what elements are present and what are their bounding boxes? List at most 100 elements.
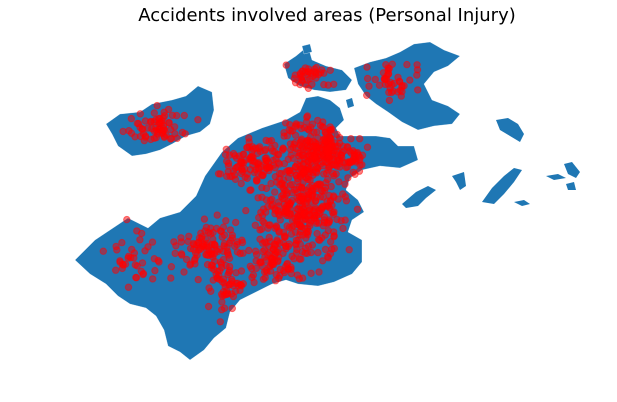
accident-point <box>219 275 228 283</box>
accident-point <box>165 118 173 127</box>
accident-point <box>167 134 175 143</box>
accident-point <box>181 130 189 138</box>
accident-point <box>317 144 325 153</box>
accident-point <box>217 290 226 298</box>
accident-point <box>280 200 288 208</box>
accident-point <box>216 267 224 275</box>
accident-point <box>341 180 349 188</box>
accident-point <box>259 239 267 247</box>
island-8 <box>566 182 576 190</box>
accident-point <box>250 278 258 287</box>
accident-point <box>298 184 306 193</box>
accident-point <box>125 127 133 135</box>
accident-point <box>249 145 258 153</box>
accident-point <box>304 188 313 196</box>
accident-point <box>339 224 347 233</box>
accident-point <box>287 145 295 154</box>
accident-point <box>112 266 120 274</box>
accident-point <box>123 215 131 224</box>
accident-point <box>240 164 249 173</box>
accident-point <box>268 255 276 263</box>
accident-point <box>304 125 312 133</box>
accident-point <box>321 245 330 254</box>
accident-point <box>133 262 141 270</box>
accident-point <box>302 199 311 207</box>
accident-point <box>198 233 206 241</box>
accident-point <box>262 145 270 154</box>
accident-point <box>167 274 175 282</box>
accident-point <box>279 145 288 153</box>
accident-point <box>265 233 273 242</box>
accident-point <box>119 261 128 269</box>
accident-point <box>338 158 347 166</box>
accident-point <box>258 183 266 192</box>
accident-point <box>164 105 173 114</box>
accident-point <box>371 75 379 84</box>
island-5 <box>514 200 530 206</box>
accident-point <box>168 111 177 120</box>
accident-point <box>180 268 188 276</box>
accident-point <box>327 134 335 143</box>
accident-point <box>216 170 225 178</box>
accident-point <box>265 137 273 145</box>
accident-point <box>296 141 304 150</box>
accident-point <box>277 208 286 216</box>
accident-point <box>363 143 372 151</box>
accident-point <box>272 271 280 279</box>
accident-point <box>308 241 317 249</box>
accident-point <box>171 249 179 258</box>
island-3 <box>452 172 466 190</box>
accident-point <box>156 114 164 123</box>
accident-point <box>180 111 189 120</box>
accident-point <box>171 130 179 138</box>
accident-point <box>251 221 260 230</box>
accident-point <box>209 276 217 284</box>
accident-point <box>124 283 133 291</box>
accident-point <box>144 243 152 251</box>
accident-point <box>118 238 126 247</box>
accident-point <box>321 128 329 137</box>
accident-point <box>263 164 271 173</box>
accident-point <box>216 227 225 235</box>
accident-point <box>226 172 234 181</box>
accident-point <box>304 84 313 93</box>
accident-point <box>222 217 230 225</box>
accident-point <box>193 251 201 259</box>
accident-point <box>333 215 341 224</box>
accident-point <box>194 275 202 284</box>
accident-point <box>288 223 296 232</box>
accident-point <box>138 229 146 238</box>
accident-point <box>314 248 322 257</box>
accident-point <box>298 73 306 81</box>
accident-point <box>140 136 149 145</box>
accident-point <box>385 96 394 105</box>
accident-point <box>258 193 266 201</box>
accident-point <box>327 127 335 135</box>
accident-point <box>301 249 309 257</box>
accident-point <box>167 263 176 271</box>
accident-point <box>353 205 362 214</box>
accident-point <box>306 75 314 83</box>
accident-point <box>330 208 338 216</box>
accident-point <box>413 71 421 79</box>
accident-point <box>271 164 279 172</box>
accident-point <box>280 132 288 140</box>
accident-point <box>384 70 393 79</box>
accident-point <box>316 209 324 217</box>
island-2 <box>402 186 436 208</box>
accident-point <box>272 155 280 163</box>
accident-point <box>338 148 347 157</box>
accident-point <box>236 249 244 258</box>
accident-point <box>299 231 307 239</box>
accident-point <box>346 159 354 167</box>
accident-point <box>296 121 304 129</box>
accident-point <box>153 101 161 110</box>
accident-point <box>227 280 236 288</box>
island-4 <box>482 168 522 204</box>
accident-point <box>385 88 393 97</box>
accident-point <box>394 73 402 82</box>
accident-point <box>296 221 304 229</box>
accident-point <box>319 158 327 166</box>
accident-point <box>342 163 350 172</box>
accident-point <box>380 75 389 84</box>
